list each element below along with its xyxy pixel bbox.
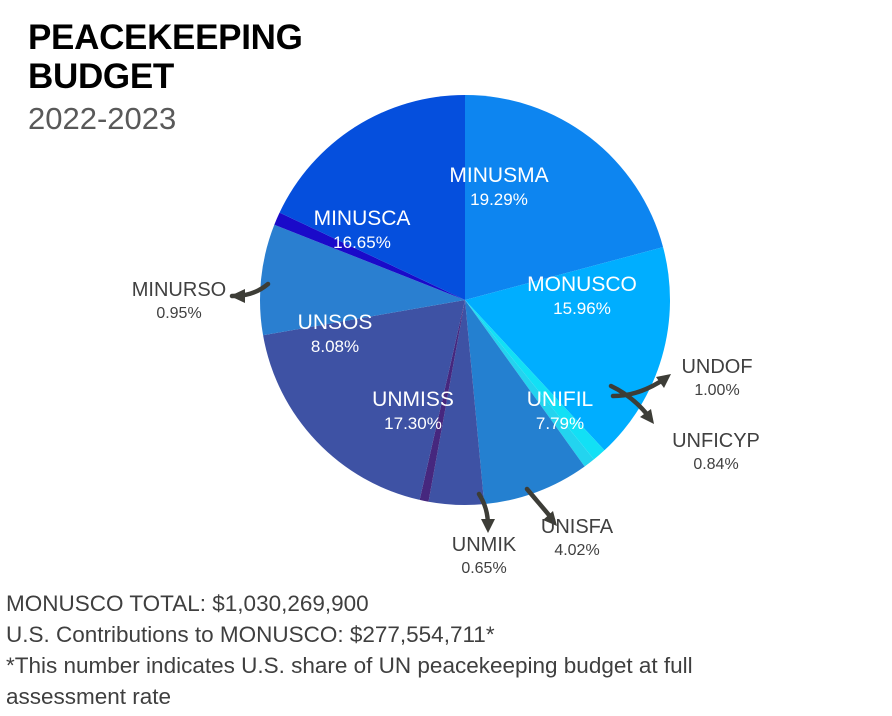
pie-slice-minusma[interactable]: [465, 95, 664, 300]
slice-label-name-monusco: MONUSCO: [527, 273, 637, 296]
slice-label-pct-undof: 1.00%: [694, 382, 739, 399]
footer-us-contribution: U.S. Contributions to MONUSCO: $277,554,…: [6, 622, 495, 648]
slice-label-pct-monusco: 15.96%: [553, 299, 611, 318]
slice-label-pct-minusca: 16.65%: [333, 233, 391, 252]
pie-labels: MINUSMA 19.29% MONUSCO 15.96% UNDOF 1.00% UNFI…: [132, 164, 760, 577]
slice-label-name-unsos: UNSOS: [298, 311, 373, 334]
pie-slice-minusca[interactable]: [279, 95, 465, 300]
pie-chart: MINUSMA 19.29% MONUSCO 15.96% UNDOF 1.00% UNFI…: [132, 95, 760, 577]
slice-label-name-unficyp: UNFICYP: [672, 430, 760, 452]
pie-slice-undof[interactable]: [465, 300, 605, 460]
slice-label-pct-unmiss: 17.30%: [384, 414, 442, 433]
leader-minurso-arrowhead: [230, 289, 245, 303]
pie-slice-unsos[interactable]: [260, 224, 465, 336]
footer-note: *This number indicates U.S. share of UN …: [6, 653, 693, 710]
pie-chart-svg: MINUSMA 19.29% MONUSCO 15.96% UNDOF 1.00% UNFI…: [132, 95, 760, 577]
pie-slice-monusco[interactable]: [465, 247, 670, 451]
pie-slice-minurso[interactable]: [274, 212, 465, 300]
slice-label-name-unifil: UNIFIL: [527, 388, 594, 411]
pie-slice-unmik[interactable]: [419, 300, 465, 502]
slice-label-pct-unmik: 0.65%: [461, 560, 506, 577]
pie-slice-unficyp[interactable]: [465, 300, 594, 467]
footer-block: MONUSCO TOTAL: $1,030,269,900 U.S. Contr…: [6, 588, 886, 712]
slice-label-pct-unficyp: 0.84%: [693, 456, 738, 473]
leader-unficyp-arrowhead: [640, 409, 654, 424]
leader-undof-arrowhead: [656, 374, 671, 388]
title-block: PEACEKEEPING BUDGET 2022-2023: [28, 18, 368, 138]
slice-label-pct-unsos: 8.08%: [311, 337, 359, 356]
slice-label-pct-unifil: 7.79%: [536, 414, 584, 433]
slice-label-pct-minusma: 19.29%: [470, 190, 528, 209]
slice-label-name-minurso: MINURSO: [132, 279, 226, 301]
slice-label-name-unmiss: UNMISS: [372, 388, 454, 411]
slice-label-name-minusca: MINUSCA: [314, 207, 411, 230]
leader-lines: [229, 281, 671, 533]
page-title: PEACEKEEPING BUDGET: [28, 18, 303, 97]
footer-total: MONUSCO TOTAL: $1,030,269,900: [6, 591, 369, 616]
slice-label-name-undof: UNDOF: [681, 356, 752, 378]
slice-label-pct-minurso: 0.95%: [156, 305, 201, 322]
leader-unisfa-arrowhead: [543, 511, 557, 526]
slice-label-pct-unisfa: 4.02%: [554, 542, 599, 559]
pie-slice-unisfa[interactable]: [428, 300, 485, 505]
leader-unmik-arrowhead: [481, 519, 495, 533]
pie-slices: [260, 95, 670, 505]
slice-label-name-unmik: UNMIK: [452, 534, 517, 556]
pie-slice-unifil[interactable]: [465, 300, 585, 505]
pie-slice-unmiss[interactable]: [263, 300, 465, 500]
slice-label-name-unisfa: UNISFA: [541, 516, 614, 538]
page-subtitle: 2022-2023: [28, 101, 177, 137]
slice-label-name-minusma: MINUSMA: [449, 164, 548, 187]
